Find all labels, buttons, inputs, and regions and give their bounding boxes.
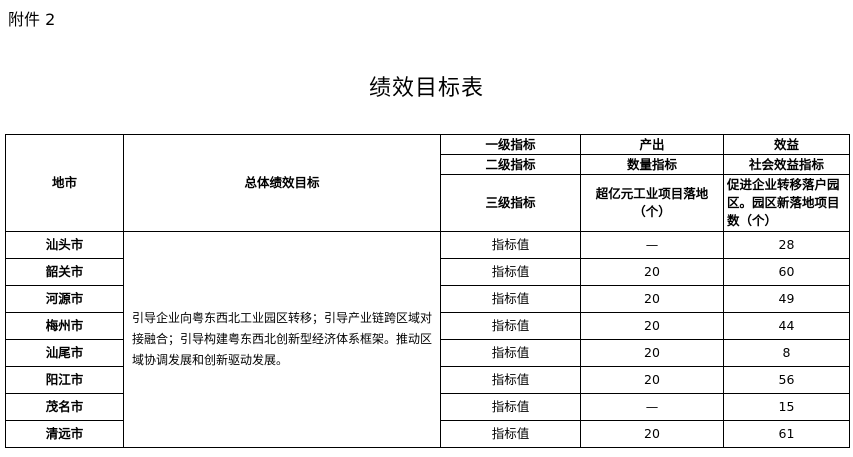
header-level1-output: 产出 <box>580 134 724 155</box>
table-row: 河源市 指标值 20 49 <box>5 285 850 313</box>
benefit-value-cell: 28 <box>723 231 850 259</box>
header-level2-benefit: 社会效益指标 <box>723 154 850 175</box>
output-value-cell: 20 <box>580 285 724 313</box>
indicator-label-cell: 指标值 <box>440 420 581 448</box>
header-level3-benefit: 促进企业转移落户园区。园区新落地项目数（个） <box>723 174 850 232</box>
header-overall-goal: 总体绩效目标 <box>123 134 441 232</box>
table-row: 韶关市 指标值 20 60 <box>5 258 850 286</box>
benefit-value-cell: 44 <box>723 312 850 340</box>
output-value-cell: 20 <box>580 258 724 286</box>
output-value-cell: 20 <box>580 312 724 340</box>
benefit-value-cell: 8 <box>723 339 850 367</box>
overall-goal-text: 引导企业向粤东西北工业园区转移；引导产业链跨区域对接融合；引导构建粤东西北创新型… <box>123 231 441 448</box>
indicator-label-cell: 指标值 <box>440 339 581 367</box>
benefit-value-cell: 56 <box>723 366 850 394</box>
output-value-cell: — <box>580 231 724 259</box>
city-cell: 清远市 <box>5 420 124 448</box>
output-value-cell: 20 <box>580 339 724 367</box>
table-row: 阳江市 指标值 20 56 <box>5 366 850 394</box>
benefit-value-cell: 49 <box>723 285 850 313</box>
indicator-label-cell: 指标值 <box>440 258 581 286</box>
city-cell: 阳江市 <box>5 366 124 394</box>
attachment-label: 附件 2 <box>8 10 56 29</box>
output-value-cell: 20 <box>580 420 724 448</box>
city-cell: 梅州市 <box>5 312 124 340</box>
benefit-value-cell: 61 <box>723 420 850 448</box>
header-level3-output: 超亿元工业项目落地（个） <box>580 174 724 232</box>
indicator-label-cell: 指标值 <box>440 285 581 313</box>
output-value-cell: — <box>580 393 724 421</box>
header-region: 地市 <box>5 134 124 232</box>
header-level2-output: 数量指标 <box>580 154 724 175</box>
city-cell: 汕尾市 <box>5 339 124 367</box>
table-row: 梅州市 指标值 20 44 <box>5 312 850 340</box>
header-level2: 二级指标 <box>440 154 581 175</box>
indicator-label-cell: 指标值 <box>440 312 581 340</box>
city-cell: 河源市 <box>5 285 124 313</box>
header-level1-benefit: 效益 <box>723 134 850 155</box>
table-row: 汕尾市 指标值 20 8 <box>5 339 850 367</box>
indicator-label-cell: 指标值 <box>440 231 581 259</box>
benefit-value-cell: 15 <box>723 393 850 421</box>
performance-goal-table: 地市 总体绩效目标 一级指标 产出 效益 二级指标 数量指标 社会效益指标 三级… <box>5 134 850 448</box>
output-value-cell: 20 <box>580 366 724 394</box>
header-level3: 三级指标 <box>440 174 581 232</box>
city-cell: 茂名市 <box>5 393 124 421</box>
table-row: 清远市 指标值 20 61 <box>5 420 850 448</box>
benefit-value-cell: 60 <box>723 258 850 286</box>
indicator-label-cell: 指标值 <box>440 366 581 394</box>
city-cell: 韶关市 <box>5 258 124 286</box>
table-row: 汕头市 引导企业向粤东西北工业园区转移；引导产业链跨区域对接融合；引导构建粤东西北… <box>5 231 850 448</box>
header-level1: 一级指标 <box>440 134 581 155</box>
page-title: 绩效目标表 <box>368 76 484 101</box>
city-cell: 汕头市 <box>5 231 124 259</box>
indicator-label-cell: 指标值 <box>440 393 581 421</box>
